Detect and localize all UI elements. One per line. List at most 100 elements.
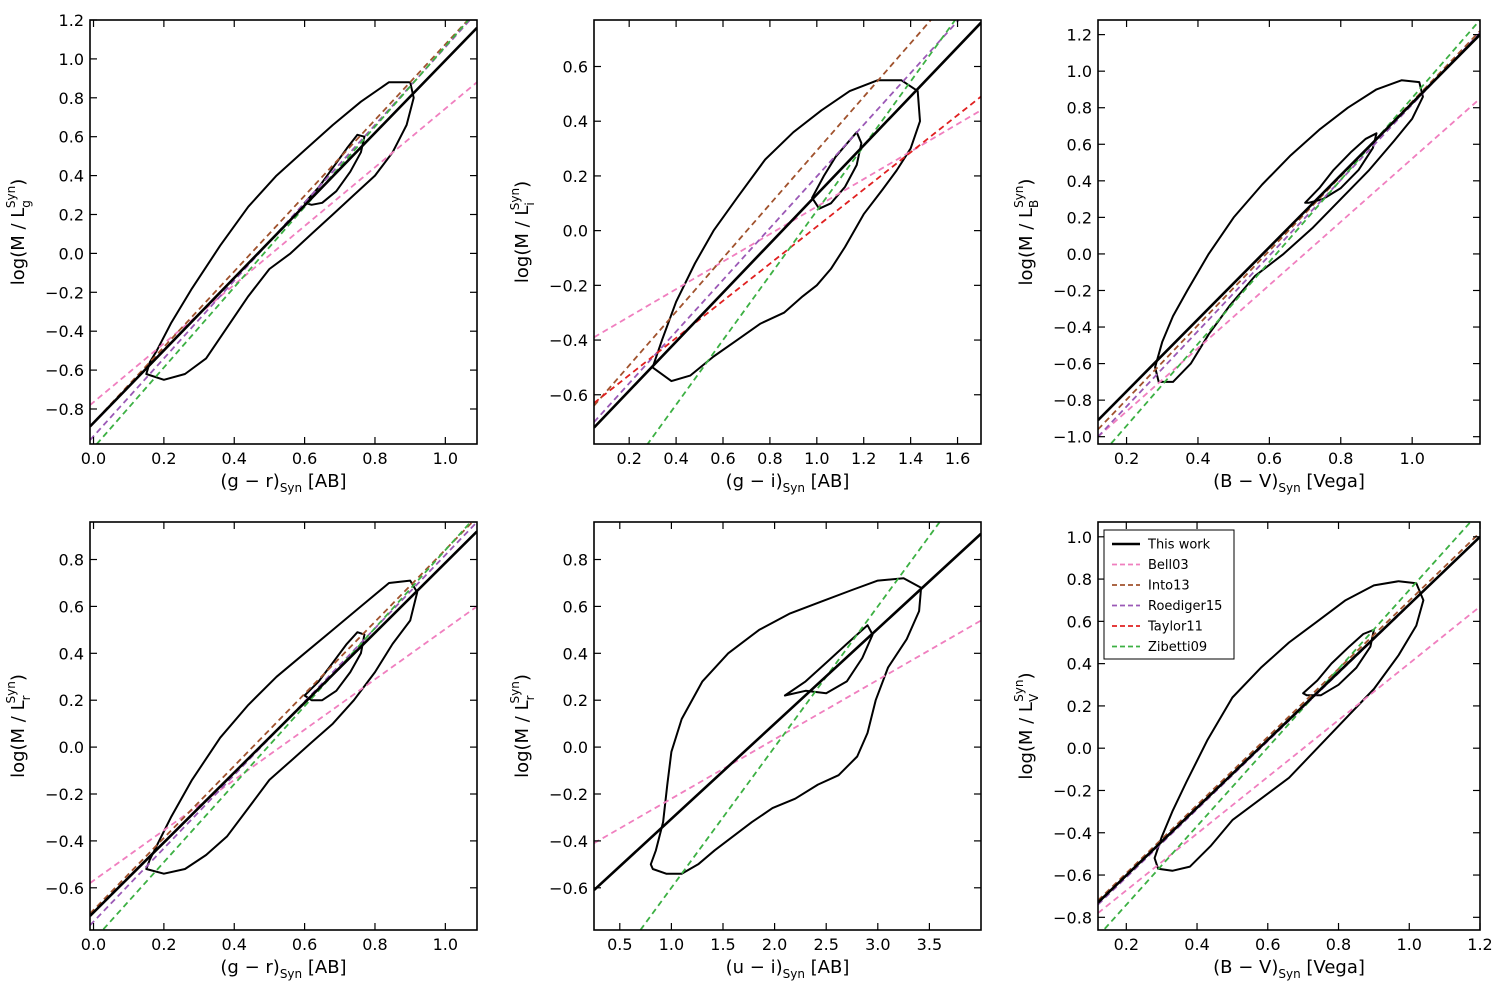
x-tick-label: 0.2	[151, 449, 176, 468]
y-tick-label: −0.6	[549, 879, 588, 898]
x-axis-label: (B − V)Syn [Vega]	[1213, 471, 1365, 495]
series-line-into13	[1098, 30, 1480, 431]
x-tick-label: 0.4	[1185, 449, 1210, 468]
x-tick-label: 0.6	[710, 449, 735, 468]
y-tick-label: 0.6	[1067, 612, 1092, 631]
y-label-sup: Syn	[508, 681, 522, 703]
x-label-sub: Syn	[1278, 481, 1300, 495]
y-tick-label: 0.6	[59, 128, 84, 147]
y-label-sub: i	[523, 202, 537, 205]
y-label-tail: )	[1016, 672, 1037, 679]
legend-label-roediger15: Roediger15	[1148, 599, 1222, 614]
series-line-into13	[90, 522, 474, 915]
panel-6: 0.2 0.4 0.6 0.8 1.0 1.2 −0.8 −0.6 −0.4 −0.2 0.0 0.2…	[1012, 521, 1493, 981]
x-label-sub: Syn	[280, 967, 302, 981]
y-tick-label: 0.6	[563, 597, 588, 616]
y-label-sub: B	[1027, 200, 1041, 208]
x-tick-label: 0.4	[222, 449, 247, 468]
y-label-tail: )	[8, 179, 29, 186]
y-tick-label: −0.2	[1053, 281, 1092, 300]
y-label-sup: Syn	[4, 186, 18, 208]
contour-outer	[649, 577, 923, 875]
legend: This work Bell03 Into13 Roediger15 Taylor11 Z…	[1103, 529, 1235, 660]
legend-label-this_work: This work	[1147, 538, 1211, 553]
y-label-tail: )	[512, 674, 533, 681]
y-tick-label: 0.8	[1067, 570, 1092, 589]
series-line-zibetti09	[95, 20, 470, 444]
panel-3: 0.2 0.4 0.6 0.8 1.0 −1.0 −0.8 −0.6 −0.4 −0.2 0.0 0.…	[1012, 19, 1481, 495]
contour-inner	[303, 631, 366, 702]
x-tick-label: 0.2	[1114, 449, 1139, 468]
x-tick-label: 0.2	[151, 935, 176, 954]
panel-4: 0.0 0.2 0.4 0.6 0.8 1.0 −0.6 −0.4 −0.2 0.0 0.2 0.4 0…	[4, 521, 478, 981]
x-tick-label: 0.8	[1328, 449, 1353, 468]
series-line-zibetti09	[1109, 20, 1480, 444]
y-tick-label: 0.2	[563, 167, 588, 186]
y-tick-label: 1.0	[59, 50, 84, 69]
x-label-main: (B − V)	[1213, 957, 1278, 978]
y-label-tail: )	[8, 674, 29, 681]
y-axis-label: log(M / LrSyn)	[508, 674, 537, 778]
y-tick-label: −0.4	[1053, 318, 1092, 337]
y-tick-label: 0.0	[1067, 739, 1092, 758]
x-label-sub: Syn	[1278, 967, 1300, 981]
x-tick-label: 0.4	[663, 449, 688, 468]
x-tick-label: 1.2	[851, 449, 876, 468]
y-tick-label: 0.8	[59, 551, 84, 570]
legend-label-zibetti09: Zibetti09	[1148, 640, 1207, 655]
y-tick-label: 0.6	[563, 58, 588, 77]
axes-frame	[1097, 521, 1481, 931]
contour-outer	[1154, 79, 1424, 383]
axes-frame	[593, 19, 982, 445]
legend-box	[1103, 529, 1235, 660]
x-label-main: (u − i)	[726, 957, 783, 978]
series-line-this_work	[1098, 33, 1480, 422]
panel-2: 0.2 0.4 0.6 0.8 1.0 1.2 1.4 1.6 −0.6 −0.4 −0.2 0.0 0…	[508, 19, 982, 495]
y-tick-label: −1.0	[1053, 428, 1092, 447]
x-label-tail: [Vega]	[1301, 471, 1365, 492]
series-line-zibetti09	[639, 522, 941, 930]
y-tick-label: 1.2	[59, 11, 84, 30]
series-line-roediger15	[90, 522, 477, 926]
y-tick-label: 0.4	[59, 167, 84, 186]
x-tick-label: 1.5	[710, 935, 735, 954]
y-tick-label: 0.4	[563, 644, 588, 663]
y-tick-label: 1.0	[1067, 528, 1092, 547]
y-tick-label: −0.2	[549, 785, 588, 804]
y-label-sub: r	[19, 695, 33, 700]
x-label-main: (B − V)	[1213, 471, 1278, 492]
y-label-sub: g	[19, 200, 33, 208]
y-label-sub: V	[1027, 693, 1041, 702]
series-line-into13	[1098, 531, 1480, 902]
y-label-sup: Syn	[1012, 186, 1026, 208]
series-line-this_work	[594, 21, 981, 429]
x-tick-label: 0.0	[81, 935, 106, 954]
y-label-sup: Syn	[4, 681, 18, 703]
y-axis-label: log(M / LiSyn)	[508, 181, 537, 283]
legend-label-taylor11: Taylor11	[1147, 620, 1203, 635]
x-tick-label: 3.5	[917, 935, 942, 954]
x-tick-label: 0.6	[1255, 935, 1280, 954]
y-tick-label: −0.8	[1053, 391, 1092, 410]
series-line-this_work	[594, 532, 981, 892]
x-label-tail: [AB]	[805, 471, 849, 492]
series-line-roediger15	[594, 20, 960, 423]
axes-frame	[89, 19, 478, 445]
x-tick-label: 1.0	[804, 449, 829, 468]
x-tick-label: 1.4	[898, 449, 923, 468]
y-tick-label: 0.2	[59, 205, 84, 224]
y-tick-label: 0.6	[1067, 135, 1092, 154]
y-tick-label: 1.2	[1067, 26, 1092, 45]
x-tick-label: 0.4	[1184, 935, 1209, 954]
y-tick-label: 0.0	[563, 222, 588, 241]
y-tick-label: 0.8	[1067, 99, 1092, 118]
series-line-bell03	[90, 605, 477, 884]
plot-area	[1098, 20, 1480, 444]
y-tick-label: 0.8	[59, 89, 84, 108]
y-tick-label: 0.8	[563, 551, 588, 570]
x-label-tail: [AB]	[302, 957, 346, 978]
contour-inner	[1302, 628, 1375, 697]
series-line-this_work	[1098, 535, 1480, 904]
x-tick-label: 0.8	[1326, 935, 1351, 954]
x-tick-label: 0.0	[81, 449, 106, 468]
